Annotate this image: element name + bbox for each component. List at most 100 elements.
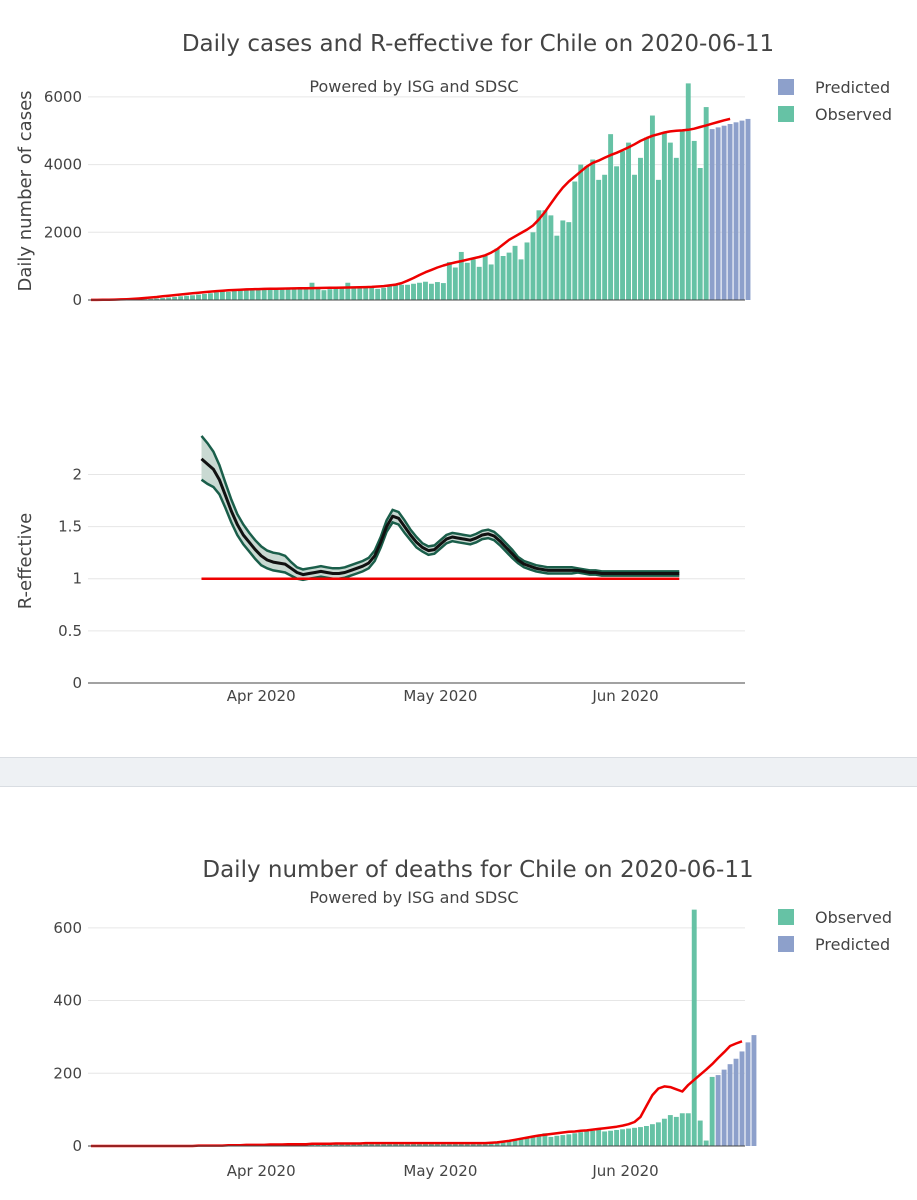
cases-observed-bar (524, 242, 530, 300)
r-xtick-label: May 2020 (403, 687, 477, 705)
cases-observed-bar (393, 285, 399, 300)
deaths-ytick-label: 400 (53, 992, 82, 1010)
deaths-observed-bar (685, 1113, 691, 1146)
cases-observed-bar (608, 134, 614, 300)
legend-swatch-predicted (778, 79, 794, 95)
deaths-observed-bar (393, 1143, 399, 1146)
cases-observed-bar (703, 107, 709, 300)
cases-observed-bar (584, 166, 590, 300)
cases-observed-bar (357, 287, 363, 300)
deaths-observed-bar (542, 1133, 548, 1146)
deaths-xtick-label: May 2020 (403, 1162, 477, 1180)
deaths-observed-bar (560, 1135, 566, 1146)
r-ytick-label: 0.5 (58, 622, 82, 640)
cases-observed-bar (207, 293, 213, 300)
deaths-observed-bar (530, 1136, 536, 1146)
deaths-observed-bar (584, 1131, 590, 1146)
legend-label-observed: Observed (815, 105, 892, 124)
cases-observed-bar (249, 289, 255, 300)
cases-observed-bar (381, 287, 387, 300)
deaths-panel: Daily number of deaths for Chile on 2020… (0, 787, 917, 1200)
cases-observed-bar (285, 289, 291, 300)
cases-observed-bar (452, 267, 458, 300)
deaths-observed-bar (428, 1143, 434, 1146)
cases-observed-bar (255, 289, 261, 300)
cases-observed-bar (644, 137, 649, 300)
deaths-observed-bar (387, 1143, 393, 1146)
cases-observed-bar (339, 287, 345, 300)
legend-swatch-observed (778, 106, 794, 122)
cases-observed-bar (273, 289, 279, 300)
deaths-observed-bar (703, 1140, 709, 1146)
cases-observed-bar (626, 142, 631, 300)
deaths-predicted-bar (733, 1058, 739, 1146)
deaths-predicted-bar (727, 1064, 733, 1146)
deaths-observed-bar (667, 1115, 673, 1146)
cases-observed-bar (518, 259, 524, 300)
cases-observed-bar (327, 289, 333, 300)
cases-ytick-label: 0 (72, 291, 82, 309)
cases-predicted-bar (727, 124, 733, 300)
cases-observed-bar (649, 115, 655, 300)
deaths-observed-bar (608, 1130, 614, 1146)
deaths-observed-bar (381, 1143, 387, 1146)
cases-observed-bar (530, 232, 536, 300)
cases-observed-bar (333, 288, 339, 300)
cases-observed-bar (691, 140, 697, 300)
deaths-observed-bar (644, 1126, 649, 1146)
cases-observed-bar (697, 168, 703, 300)
r-ytick-label: 1 (72, 570, 82, 588)
deaths-observed-bar (590, 1130, 596, 1146)
cases-observed-bar (578, 164, 584, 300)
cases-observed-bar (554, 235, 560, 300)
cases-observed-bar (375, 288, 381, 300)
deaths-observed-bar (638, 1127, 643, 1146)
cases-observed-bar (237, 290, 243, 300)
cases-observed-bar (440, 283, 446, 300)
r-xtick-label: Jun 2020 (591, 687, 658, 705)
cases-observed-bar (411, 283, 416, 300)
cases-observed-bar (620, 151, 626, 300)
deaths-observed-bar (524, 1138, 530, 1146)
cases-observed-bar (614, 166, 620, 300)
deaths-observed-bar (375, 1143, 381, 1146)
cases-observed-bar (303, 287, 309, 300)
cases-ytick-label: 4000 (44, 156, 82, 174)
cases-observed-bar (423, 281, 428, 300)
deaths-ytick-label: 0 (72, 1137, 82, 1155)
cases-observed-bar (202, 293, 207, 300)
cases-observed-bar (512, 245, 518, 300)
legend-label-predicted: Predicted (815, 78, 890, 97)
deaths-chart-subtitle: Powered by ISG and SDSC (309, 888, 518, 907)
deaths-observed-bar (423, 1143, 428, 1146)
cases-observed-bar (470, 259, 476, 300)
cases-ytick-label: 2000 (44, 223, 82, 241)
cases-observed-bar (291, 289, 297, 300)
cases-observed-bar (667, 142, 673, 300)
r-ytick-label: 1.5 (58, 518, 82, 536)
cases-observed-bar (673, 157, 679, 300)
r-upper-bound-line (200, 435, 680, 573)
deaths-observed-bar (548, 1136, 554, 1146)
cases-observed-bar (160, 297, 166, 300)
deaths-observed-bar (399, 1143, 405, 1146)
cases-observed-bar (225, 291, 231, 300)
r-confidence-band (201, 435, 680, 580)
deaths-observed-bar (655, 1122, 661, 1146)
cases-observed-bar (351, 287, 357, 300)
deaths-ytick-label: 600 (53, 919, 82, 937)
cases-observed-bar (243, 289, 249, 300)
cases-observed-bar (488, 264, 494, 300)
cases-observed-bar (345, 282, 351, 300)
cases-observed-bar (632, 174, 637, 300)
cases-predicted-bar (739, 120, 745, 301)
deaths-observed-bar (536, 1135, 542, 1146)
deaths-observed-bar (602, 1131, 608, 1146)
deaths-observed-bar (709, 1076, 715, 1146)
cases-observed-bar (548, 215, 554, 300)
deaths-observed-bar (452, 1143, 458, 1146)
legend-swatch-predicted (778, 936, 794, 952)
cases-observed-bar (476, 266, 482, 300)
deaths-observed-bar (620, 1129, 626, 1146)
cases-observed-bar (428, 283, 434, 300)
